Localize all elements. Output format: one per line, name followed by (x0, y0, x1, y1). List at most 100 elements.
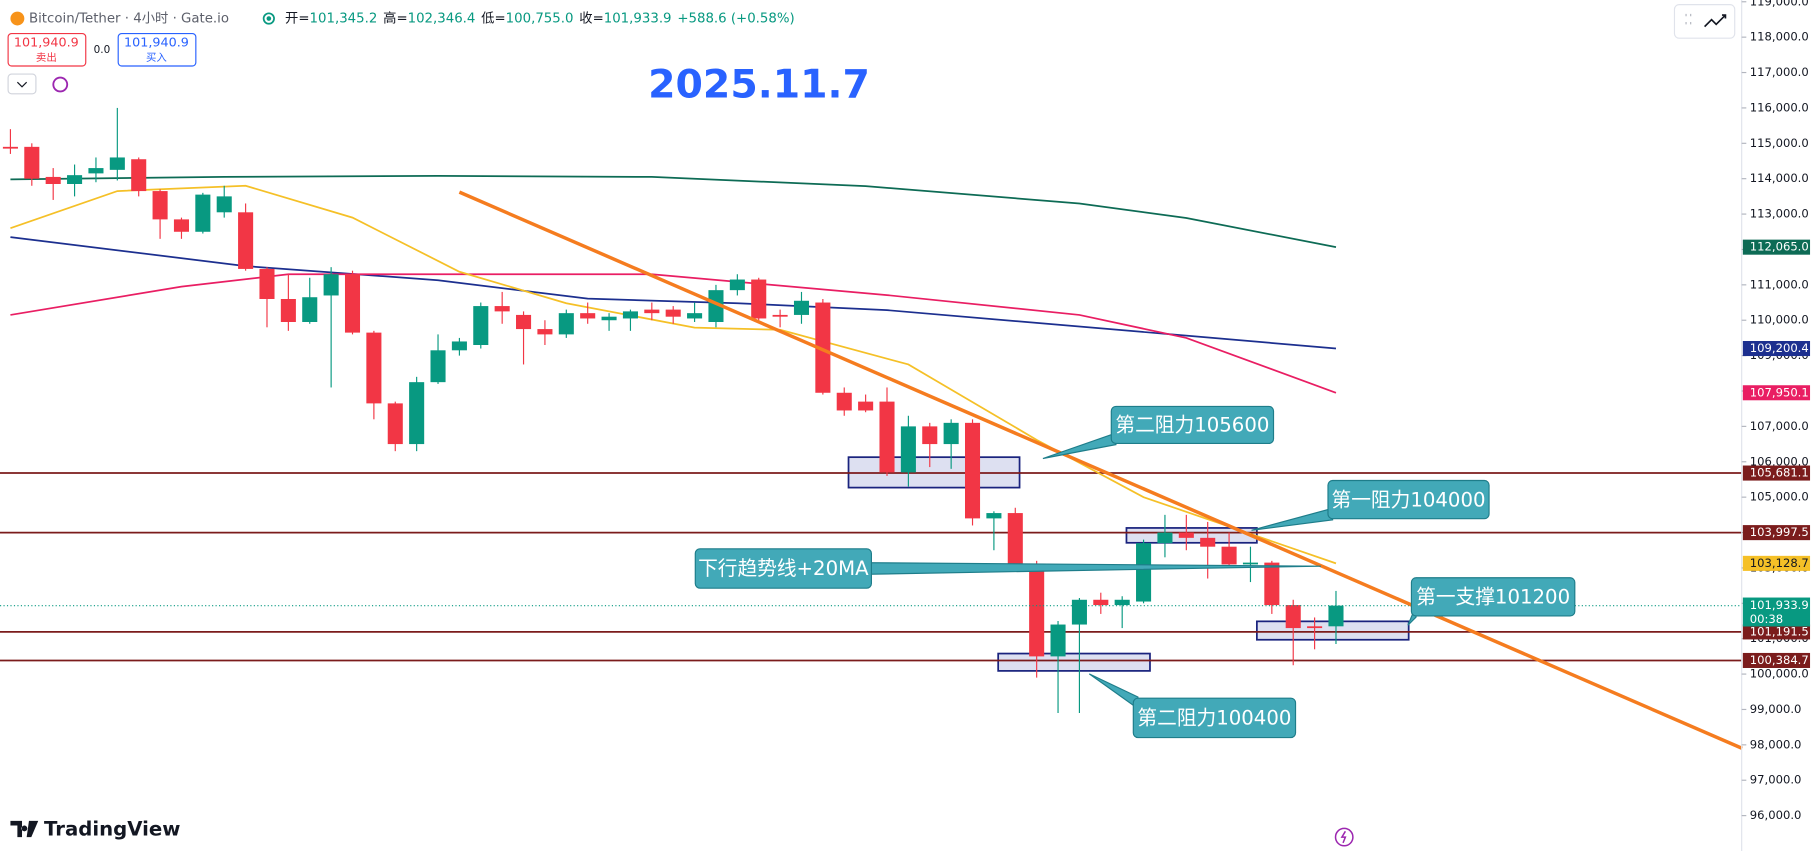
y-tick-label: 110,000.0 (1750, 313, 1809, 327)
sell-label: 卖出 (36, 51, 57, 64)
candle-body (1178, 532, 1194, 538)
candle-body (836, 392, 852, 411)
ohlc-label: 低= (481, 11, 505, 27)
chevron (16, 81, 28, 88)
candle-body (665, 309, 681, 317)
callout-box (1410, 577, 1576, 617)
candle-body (67, 175, 83, 184)
sell-button[interactable] (7, 32, 87, 67)
candle-body (1328, 605, 1344, 627)
y-tick-label: 105,000.0 (1750, 490, 1809, 504)
candle-body (238, 212, 254, 269)
candle-body (601, 316, 617, 321)
ma-label: 103,128.7 (1750, 556, 1809, 570)
callout: 第二阻力100400 (1088, 673, 1297, 739)
ma-tag (1742, 340, 1811, 357)
event-icon[interactable] (1334, 827, 1354, 847)
candle-body (751, 279, 767, 319)
collapse-button[interactable] (7, 73, 37, 95)
logo-text: TradingView (44, 818, 180, 841)
candle-body (858, 401, 874, 411)
candle-body (302, 297, 318, 323)
ma-label: 109,200.4 (1750, 341, 1809, 355)
ohlc-value: 102,346.4 (408, 12, 476, 27)
candle-body (516, 314, 532, 330)
price-tag (1742, 597, 1811, 627)
callout-text: 第二阻力105600 (1115, 414, 1269, 437)
candle-body (2, 146, 18, 149)
candle-body (45, 176, 61, 184)
y-tick-label: 114,000.0 (1750, 171, 1809, 185)
symbol-icon (10, 11, 25, 26)
toolbar-button[interactable] (1673, 4, 1736, 39)
level-label: 101,191.5 (1750, 624, 1809, 638)
level-label: 105,681.1 (1750, 466, 1809, 480)
candle-body (216, 196, 232, 213)
ohlc: 开=101,345.2 高=102,346.4 低=100,755.0 收=101,9… (285, 10, 795, 27)
level-label: 103,997.5 (1750, 525, 1809, 539)
callout-text: 第一支撑101200 (1416, 586, 1570, 609)
candle-body (430, 350, 446, 383)
candle-body (1157, 532, 1173, 544)
price-axis: 96,000.0 97,000.0 98,000.0 99,000.0 100,000.… (1741, 0, 1811, 822)
candle-body (152, 191, 168, 220)
ohlc-value: 101,933.9 (604, 12, 672, 27)
candle-body (622, 311, 638, 319)
level-label: 100,384.7 (1750, 653, 1809, 667)
candle-body (1221, 546, 1237, 565)
candle-body (537, 329, 553, 335)
callout-box (1132, 697, 1297, 739)
candle-body (1307, 626, 1323, 629)
callout-box (1327, 479, 1490, 520)
level-tag (1742, 652, 1811, 668)
status-dot (262, 12, 275, 25)
level-tag (1742, 465, 1811, 481)
y-tick-label: 116,000.0 (1750, 100, 1809, 114)
chart-title: 2025.11.7 (648, 61, 870, 107)
callout: 下行趋势线+20MA (694, 548, 1322, 589)
ohlc-label: 收= (579, 11, 603, 27)
callout: 第一阻力104000 (1251, 479, 1490, 531)
candle-body (323, 274, 339, 296)
y-tick-label: 119,000.0 (1750, 0, 1809, 8)
ohlc-label: 高= (383, 10, 407, 27)
y-tick-label: 113,000.0 (1750, 207, 1809, 221)
candle-body (772, 314, 788, 317)
refresh-icon[interactable] (52, 76, 69, 93)
level-tag (1742, 624, 1811, 640)
y-tick-label: 107,000.0 (1750, 419, 1809, 433)
bolt (1340, 830, 1347, 844)
candle-body (558, 313, 574, 335)
candle-body (1029, 564, 1045, 657)
candle-body (451, 341, 467, 351)
candle-body (1200, 537, 1216, 547)
candle-body (964, 422, 981, 519)
candle-body (173, 219, 190, 232)
y-tick-label: 111,000.0 (1750, 277, 1809, 291)
ma-line (10, 174, 1337, 249)
candle-body (879, 401, 895, 473)
candle-body (793, 300, 810, 315)
symbol: Bitcoin/Tether · 4小时 · Gate.io (29, 11, 229, 27)
trendline (458, 190, 1743, 750)
candle-body (366, 332, 382, 404)
candle-body (409, 382, 425, 445)
buy-button[interactable] (117, 32, 197, 67)
ma-line (10, 236, 1337, 350)
candle-body (387, 403, 403, 445)
price-label: 101,933.9 (1750, 598, 1809, 612)
callout-text: 下行趋势线+20MA (698, 557, 869, 580)
spread: 0.0 (94, 44, 111, 56)
candle-body (473, 306, 489, 345)
candle-body (195, 194, 211, 232)
y-tick-label: 100,000.0 (1750, 667, 1809, 681)
change: +588.6 (+0.58%) (677, 12, 794, 27)
candle-body (88, 168, 104, 174)
ohlc-value: 100,755.0 (506, 12, 574, 27)
plot-area (0, 107, 1743, 750)
candle-body (943, 422, 959, 445)
candle-body (1050, 624, 1066, 657)
y-tick-label: 97,000.0 (1750, 773, 1802, 787)
